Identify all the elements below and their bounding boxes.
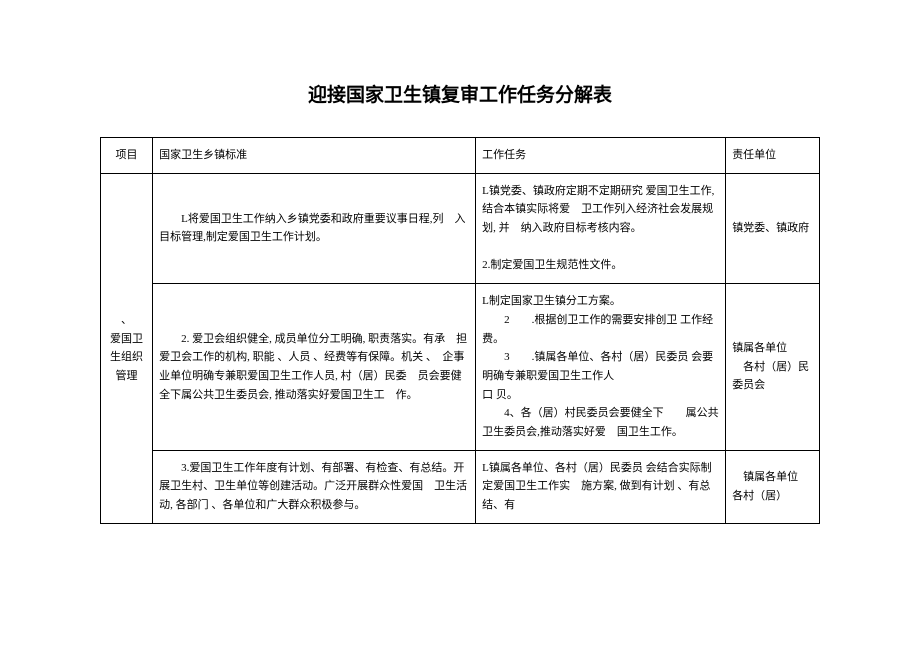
header-standard: 国家卫生乡镇标准 <box>153 138 476 174</box>
header-unit: 责任单位 <box>726 138 820 174</box>
task-cell-3: L镇属各单位、各村（居）民委员 会结合实际制定爱国卫生工作实 施方案, 做到有计… <box>476 450 726 523</box>
unit-cell-2: 镇属各单位 各村（居）民委员会 <box>726 284 820 451</box>
standard-cell-2: 2. 爱卫会组织健全, 成员单位分工明确, 职责落实。有承 担爱卫会工作的机构,… <box>153 284 476 451</box>
table-row: 2. 爱卫会组织健全, 成员单位分工明确, 职责落实。有承 担爱卫会工作的机构,… <box>101 284 820 451</box>
task-cell-1: L镇党委、镇政府定期不定期研究 爱国卫生工作, 结合本镇实际将爱 卫工作列入经济… <box>476 173 726 283</box>
project-cell: 、 爱国卫生组织管理 <box>101 173 153 523</box>
unit-cell-1: 镇党委、镇政府 <box>726 173 820 283</box>
unit-cell-3: 镇属各单位 各村（居） <box>726 450 820 523</box>
page-title: 迎接国家卫生镇复审工作任务分解表 <box>100 80 820 107</box>
standard-cell-3: 3.爱国卫生工作年度有计划、有部署、有检查、有总结。开展卫生村、卫生单位等创建活… <box>153 450 476 523</box>
header-project: 项目 <box>101 138 153 174</box>
decomposition-table: 项目 国家卫生乡镇标准 工作任务 责任单位 、 爱国卫生组织管理 L将爱国卫生工… <box>100 137 820 524</box>
table-header-row: 项目 国家卫生乡镇标准 工作任务 责任单位 <box>101 138 820 174</box>
header-task: 工作任务 <box>476 138 726 174</box>
standard-cell-1: L将爱国卫生工作纳入乡镇党委和政府重要议事日程,列 入目标管理,制定爱国卫生工作… <box>153 173 476 283</box>
table-row: 、 爱国卫生组织管理 L将爱国卫生工作纳入乡镇党委和政府重要议事日程,列 入目标… <box>101 173 820 283</box>
table-row: 3.爱国卫生工作年度有计划、有部署、有检查、有总结。开展卫生村、卫生单位等创建活… <box>101 450 820 523</box>
task-cell-2: L制定国家卫生镇分工方案。 2 .根据创卫工作的需要安排创卫 工作经费。 3 .… <box>476 284 726 451</box>
